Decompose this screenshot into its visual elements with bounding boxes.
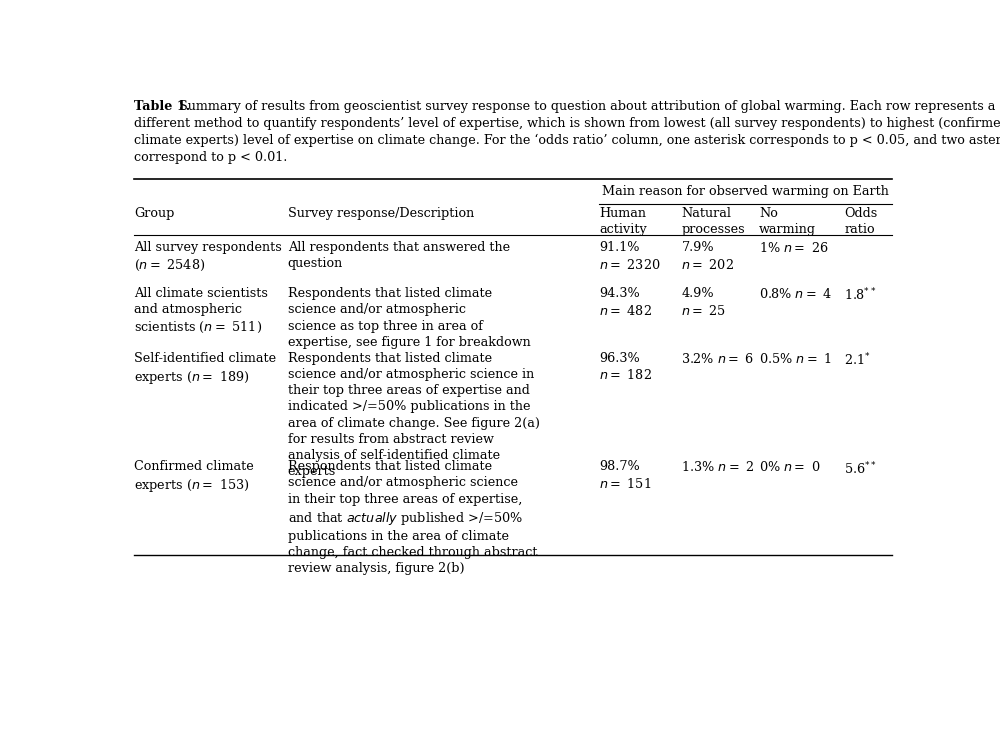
- Text: 98.7%
$n =$ 151: 98.7% $n =$ 151: [599, 461, 652, 491]
- Text: Self-identified climate
experts ($n =$ 189): Self-identified climate experts ($n =$ 1…: [134, 352, 276, 385]
- Text: 91.1%
$n =$ 2320: 91.1% $n =$ 2320: [599, 241, 661, 272]
- Text: different method to quantify respondents’ level of expertise, which is shown fro: different method to quantify respondents…: [134, 117, 1000, 130]
- Text: Main reason for observed warming on Earth: Main reason for observed warming on Eart…: [602, 185, 889, 199]
- Text: All survey respondents
($n =$ 2548): All survey respondents ($n =$ 2548): [134, 241, 282, 273]
- Text: 1% $n =$ 26: 1% $n =$ 26: [759, 241, 828, 255]
- Text: All respondents that answered the
question: All respondents that answered the questi…: [288, 241, 510, 270]
- Text: 7.9%
$n =$ 202: 7.9% $n =$ 202: [681, 241, 734, 272]
- Text: 2.1$^{*}$: 2.1$^{*}$: [844, 352, 871, 369]
- Text: Respondents that listed climate
science and/or atmospheric
science as top three : Respondents that listed climate science …: [288, 287, 530, 349]
- Text: Table 1.: Table 1.: [134, 100, 190, 113]
- Text: No
warming: No warming: [759, 207, 816, 237]
- Text: 0.5% $n =$ 1: 0.5% $n =$ 1: [759, 352, 831, 366]
- Text: 1.3% $n =$ 2: 1.3% $n =$ 2: [681, 461, 755, 474]
- Text: 5.6$^{**}$: 5.6$^{**}$: [844, 461, 877, 477]
- Text: Confirmed climate
experts ($n =$ 153): Confirmed climate experts ($n =$ 153): [134, 461, 254, 494]
- Text: Respondents that listed climate
science and/or atmospheric science
in their top : Respondents that listed climate science …: [288, 461, 537, 575]
- Text: 3.2% $n =$ 6: 3.2% $n =$ 6: [681, 352, 755, 366]
- Text: Survey response/Description: Survey response/Description: [288, 207, 474, 220]
- Text: Summary of results from geoscientist survey response to question about attributi: Summary of results from geoscientist sur…: [175, 100, 995, 113]
- Text: 0% $n =$ 0: 0% $n =$ 0: [759, 461, 820, 474]
- Text: Group: Group: [134, 207, 175, 220]
- Text: 96.3%
$n =$ 182: 96.3% $n =$ 182: [599, 352, 652, 383]
- Text: All climate scientists
and atmospheric
scientists ($n =$ 511): All climate scientists and atmospheric s…: [134, 287, 268, 335]
- Text: 94.3%
$n =$ 482: 94.3% $n =$ 482: [599, 287, 652, 318]
- Text: Human
activity: Human activity: [599, 207, 647, 237]
- Text: Respondents that listed climate
science and/or atmospheric science in
their top : Respondents that listed climate science …: [288, 352, 540, 478]
- Text: correspond to p < 0.01.: correspond to p < 0.01.: [134, 150, 288, 164]
- Text: Natural
processes: Natural processes: [681, 207, 745, 237]
- Text: 0.8% $n =$ 4: 0.8% $n =$ 4: [759, 287, 832, 301]
- Text: 4.9%
$n =$ 25: 4.9% $n =$ 25: [681, 287, 727, 318]
- Text: Odds
ratio: Odds ratio: [844, 207, 877, 237]
- Text: climate experts) level of expertise on climate change. For the ‘odds ratio’ colu: climate experts) level of expertise on c…: [134, 134, 1000, 147]
- Text: 1.8$^{**}$: 1.8$^{**}$: [844, 287, 877, 304]
